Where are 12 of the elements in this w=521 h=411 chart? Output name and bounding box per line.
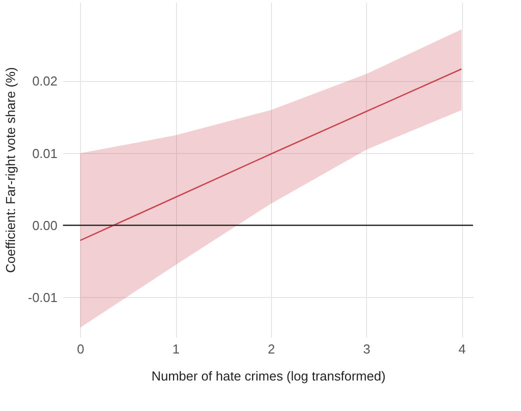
y-axis-title: Coefficient: Far-right vote share (%) [2,67,18,273]
y-tick-label: 0.00 [32,218,58,233]
line-series [80,68,462,242]
y-tick-label: 0.02 [32,74,58,89]
y-tick-label: 0.01 [32,146,58,161]
x-tick-label: 4 [458,342,466,356]
y-tick-label: -0.01 [28,290,58,305]
x-tick-label: 2 [268,342,275,356]
x-axis-title: Number of hate crimes (log transformed) [151,368,386,384]
x-tick-label: 3 [363,342,370,356]
x-tick-label: 0 [77,342,84,356]
x-tick-label: 1 [172,342,180,356]
